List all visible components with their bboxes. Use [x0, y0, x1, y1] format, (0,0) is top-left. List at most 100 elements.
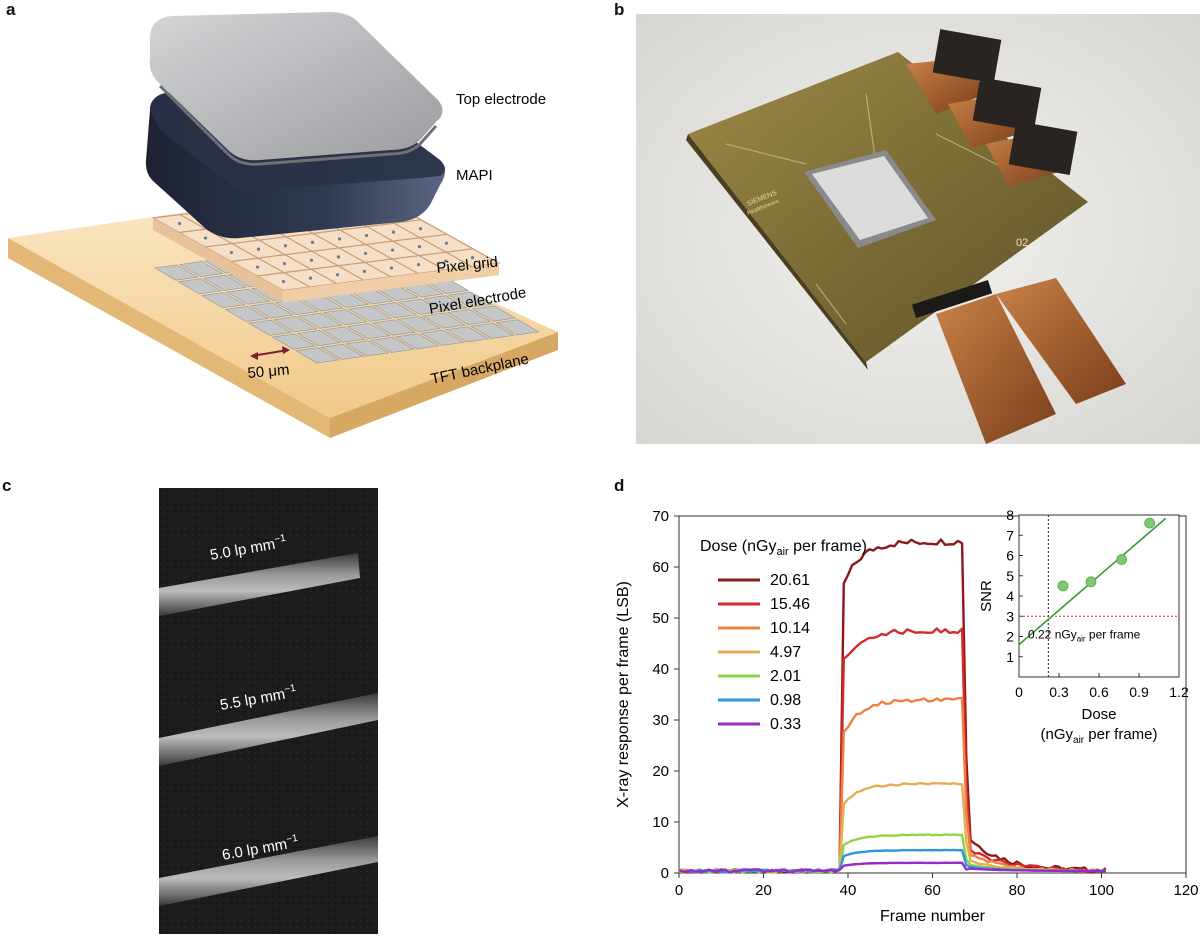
legend: 20.61 15.46 10.14 4.97 2.01 0.98 0.33 — [718, 572, 810, 733]
pixel-electrode — [295, 347, 340, 364]
pixel-electrode — [248, 319, 293, 336]
inset-y-tick-label: 4 — [1006, 588, 1014, 604]
main-chart-series — [678, 538, 1107, 874]
pixel-electrode — [423, 295, 468, 312]
series-line-4.97 — [678, 781, 1106, 874]
pixel-electrode — [445, 326, 490, 343]
pixel-contact-dot — [309, 258, 314, 262]
pixel-electrode — [179, 261, 224, 277]
top-electrode-plate — [149, 12, 443, 166]
inset-y-tick-label: 6 — [1006, 548, 1014, 564]
lp-label-1: 5.0 lp mm−1 — [209, 533, 289, 564]
pixel-contact-dot — [255, 265, 260, 269]
y-tick-label: 30 — [652, 712, 669, 729]
panel-b-photo: SIEMENS Healthineers 02 — [636, 14, 1200, 444]
pixel-electrode — [371, 319, 417, 336]
y-tick-label: 40 — [652, 661, 669, 678]
pixel-contact-dot — [417, 245, 422, 249]
pixel-electrode — [249, 302, 295, 319]
line-pair-bar-3 — [159, 836, 378, 906]
x-tick-label: 120 — [1173, 882, 1198, 899]
panel-c-xray-image: 5.0 lp mm−1 5.5 lp mm−1 6.0 lp mm−1 — [159, 488, 378, 934]
pixel-electrode — [370, 336, 415, 353]
pixel-contact-dot — [203, 236, 208, 240]
pixel-contact-dot — [391, 230, 396, 234]
panel-b-letter: b — [614, 0, 625, 19]
pixel-grid-side — [283, 263, 499, 303]
legend-entry: 10.14 — [770, 620, 810, 637]
inset-x-tick-label: 0 — [1015, 684, 1023, 700]
x-tick-label: 100 — [1089, 882, 1114, 899]
legend-entry: 0.33 — [770, 716, 801, 733]
pixel-contact-dot — [256, 247, 261, 251]
pixel-electrode — [202, 274, 248, 291]
inset-background — [1019, 515, 1179, 677]
pixel-electrode — [320, 343, 365, 360]
y-tick-label: 60 — [652, 559, 669, 576]
pixel-electrode — [396, 316, 442, 332]
pixel-electrode — [177, 278, 223, 295]
pixel-contact-dot — [281, 279, 286, 284]
chip-code-label: 02 — [1016, 237, 1028, 249]
pixel-electrode — [398, 298, 443, 315]
y-tick-label: 10 — [652, 814, 669, 831]
x-tick-label: 0 — [675, 882, 683, 899]
pixel-contact-dot — [363, 251, 368, 256]
panel-a-illustration: Top electrode MAPI Pixel grid Pixel elec… — [8, 12, 558, 438]
pixel-contact-dot — [389, 266, 394, 270]
panel-c-letter: c — [2, 476, 12, 495]
snr-data-point — [1085, 576, 1097, 588]
pixel-electrode — [373, 302, 418, 319]
pixel-electrode — [273, 316, 318, 333]
y-tick-label: 20 — [652, 763, 669, 780]
panel-a-letter: a — [6, 0, 16, 19]
lp-label-2: 5.5 lp mm−1 — [219, 683, 299, 714]
pixel-grid-line — [179, 214, 311, 288]
inset-y-tick-label: 1 — [1006, 649, 1014, 665]
pixel-contact-dot — [443, 259, 448, 263]
legend-entry: 20.61 — [770, 572, 810, 589]
pixel-contact-dot — [335, 273, 340, 277]
pixel-electrode — [471, 305, 517, 322]
inset-marks — [1018, 515, 1179, 677]
pixel-electrode — [201, 292, 246, 309]
inset-y-tick-label: 8 — [1006, 507, 1014, 523]
pixel-contact-dot — [362, 269, 367, 273]
pixel-electrode — [298, 312, 343, 329]
inset-x-axis-unit: (nGyair per frame) — [1041, 726, 1158, 746]
pixel-contact-dot — [418, 227, 423, 231]
legend-entry: 2.01 — [770, 668, 801, 685]
pixel-contact-dot — [444, 241, 449, 245]
pixel-electrode — [321, 326, 367, 343]
pixel-electrode — [348, 305, 393, 322]
pixel-electrode — [296, 330, 342, 346]
legend-entry: 4.97 — [770, 644, 801, 661]
line-pair-bar-2 — [159, 693, 378, 766]
inset-y-tick-label: 2 — [1006, 629, 1014, 645]
pixel-electrode — [271, 333, 317, 350]
pixel-electrode — [395, 333, 440, 350]
y-tick-label: 0 — [661, 865, 669, 882]
inset-ticks: 0 0.3 0.6 0.9 1.2 1 2 3 4 5 6 7 8 — [1006, 507, 1189, 700]
label-mapi: MAPI — [456, 167, 493, 184]
pixel-electrode — [346, 323, 392, 339]
snr-data-point — [1057, 580, 1069, 592]
x-axis-label: Frame number — [880, 908, 986, 925]
pixel-contact-dot — [283, 244, 288, 248]
legend-entry: 15.46 — [770, 596, 810, 613]
inset-y-axis-label: SNR — [978, 580, 995, 612]
y-tick-label: 50 — [652, 610, 669, 627]
label-pixel-grid: Pixel grid — [436, 254, 499, 277]
label-top-electrode: Top electrode — [456, 91, 546, 108]
series-line-0.33 — [678, 861, 1106, 874]
pixel-electrode — [345, 340, 390, 357]
detector-active-area — [804, 150, 936, 248]
pixel-contact-dot — [177, 221, 182, 226]
pixel-contact-dot — [310, 240, 315, 244]
snr-data-point — [1116, 554, 1128, 565]
pixel-contact-dot — [308, 276, 313, 280]
pixel-electrode — [446, 309, 492, 325]
pixel-contact-dot — [364, 233, 369, 238]
inset-y-tick-label: 3 — [1006, 608, 1014, 624]
